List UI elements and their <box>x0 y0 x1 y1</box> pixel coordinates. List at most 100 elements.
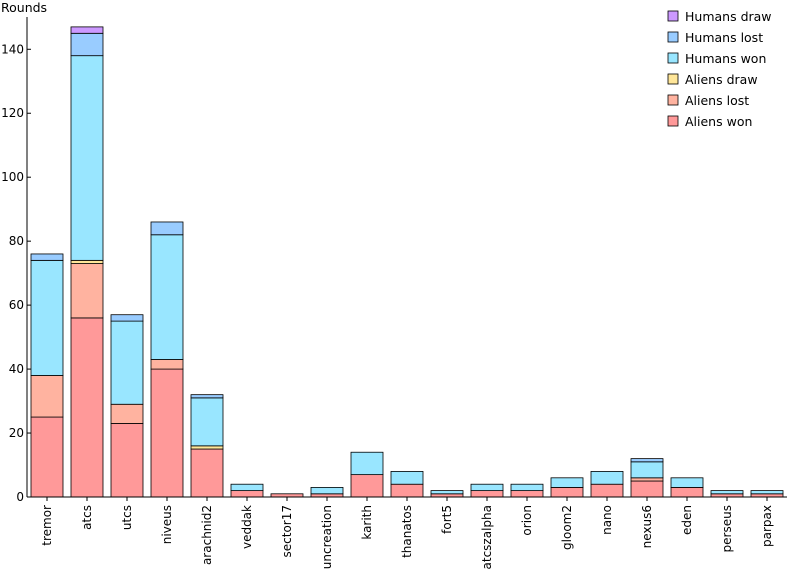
bar-segment-utcs-aliens-lost <box>110 403 144 424</box>
legend-swatch-aliens-won <box>667 115 679 127</box>
legend-swatch-humans-draw <box>667 10 679 22</box>
x-tick-label-perseus: perseus <box>720 505 734 552</box>
x-tick-label-tremor: tremor <box>40 505 54 546</box>
bar-stack-orion <box>510 483 544 498</box>
legend: Humans draw Humans lost Humans won Aliens d… <box>667 9 772 129</box>
x-tick-label-arachnid2: arachnid2 <box>200 505 214 565</box>
bar-segment-thanatos-aliens-won <box>390 483 424 498</box>
bar-segment-atcs-aliens-draw <box>70 259 104 264</box>
x-tick-label-atcszalpha: atcszalpha <box>480 505 494 569</box>
bar-segment-karith-humans-won <box>350 451 384 476</box>
legend-label-humans-draw: Humans draw <box>685 9 772 24</box>
y-axis-title: Rounds <box>1 0 47 15</box>
x-tick-label-uncreation: uncreation <box>320 505 334 569</box>
bar-segment-tremor-aliens-won <box>30 416 64 498</box>
bar-stack-uncreation <box>310 487 344 498</box>
bar-segment-thanatos-humans-won <box>390 471 424 485</box>
x-tick-label-utcs: utcs <box>120 505 134 530</box>
bar-segment-karith-aliens-won <box>350 474 384 498</box>
y-tick-label-40: 40 <box>9 362 24 376</box>
bar-stack-gloom2 <box>550 477 584 498</box>
bar-segment-nano-humans-won <box>590 471 624 485</box>
bar-segment-gloom2-aliens-won <box>550 487 584 498</box>
bar-stack-atcszalpha <box>470 483 504 498</box>
bar-stack-nexus6 <box>630 458 664 498</box>
y-tick-label-60: 60 <box>9 298 24 312</box>
y-tick-label-80: 80 <box>9 234 24 248</box>
bar-segment-atcszalpha-aliens-won <box>470 490 504 498</box>
bar-segment-fort5-humans-won <box>430 490 464 495</box>
bar-stack-utcs <box>110 314 144 498</box>
x-tick-label-fort5: fort5 <box>440 505 454 534</box>
bar-stack-karith <box>350 451 384 498</box>
legend-item-aliens-draw: Aliens draw <box>667 72 758 87</box>
y-tick-label-20: 20 <box>9 426 24 440</box>
bars-layer <box>30 26 784 498</box>
bar-segment-utcs-aliens-won <box>110 423 144 498</box>
bar-segment-niveus-aliens-won <box>150 368 184 498</box>
legend-label-humans-lost: Humans lost <box>685 30 763 45</box>
bar-stack-niveus <box>150 221 184 498</box>
bar-segment-nexus6-aliens-lost <box>630 477 664 482</box>
bar-stack-fort5 <box>430 490 464 498</box>
x-tick-label-sector17: sector17 <box>280 505 294 557</box>
legend-swatch-aliens-lost <box>667 94 679 106</box>
bar-segment-atcs-aliens-won <box>70 317 104 498</box>
bar-segment-arachnid2-aliens-draw <box>190 445 224 450</box>
x-tick-label-thanatos: thanatos <box>400 505 414 558</box>
y-tick-label-100: 100 <box>1 170 24 184</box>
bar-segment-nexus6-aliens-won <box>630 480 664 498</box>
x-tick-label-niveus: niveus <box>160 505 174 544</box>
legend-label-aliens-lost: Aliens lost <box>685 93 749 108</box>
legend-item-aliens-won: Aliens won <box>667 114 752 129</box>
bar-segment-atcs-humans-lost <box>70 32 104 57</box>
bar-segment-atcszalpha-humans-won <box>470 483 504 492</box>
bar-segment-eden-humans-won <box>670 477 704 488</box>
bar-segment-niveus-humans-won <box>150 234 184 360</box>
legend-label-aliens-won: Aliens won <box>685 114 752 129</box>
legend-swatch-aliens-draw <box>667 73 679 85</box>
bar-stack-eden <box>670 477 704 498</box>
x-tick-label-nano: nano <box>600 505 614 535</box>
x-tick-label-nexus6: nexus6 <box>640 505 654 548</box>
bar-segment-atcs-humans-won <box>70 55 104 261</box>
x-tick-label-atcs: atcs <box>80 505 94 530</box>
legend-swatch-humans-lost <box>667 31 679 43</box>
x-tick-label-eden: eden <box>680 505 694 535</box>
bar-segment-nexus6-humans-lost <box>630 458 664 463</box>
axes-layer: tremor atcs utcs niveus arachnid2 veddak secto… <box>1 0 787 569</box>
y-tick-label-140: 140 <box>1 42 24 56</box>
x-tick-label-gloom2: gloom2 <box>560 505 574 550</box>
bar-stack-parpax <box>750 490 784 498</box>
bar-segment-tremor-aliens-lost <box>30 375 64 418</box>
legend-item-humans-lost: Humans lost <box>667 30 763 45</box>
bar-segment-arachnid2-aliens-won <box>190 448 224 498</box>
bar-segment-orion-humans-won <box>510 483 544 492</box>
bar-segment-orion-aliens-won <box>510 490 544 498</box>
bar-segment-niveus-humans-lost <box>150 221 184 236</box>
bar-segment-nexus6-humans-won <box>630 461 664 479</box>
bar-segment-atcs-humans-draw <box>70 26 104 34</box>
x-tick-label-veddak: veddak <box>240 505 254 549</box>
bar-segment-nano-aliens-won <box>590 483 624 498</box>
bar-stack-atcs <box>70 26 104 498</box>
bar-segment-utcs-humans-lost <box>110 314 144 322</box>
bar-segment-utcs-humans-won <box>110 320 144 405</box>
bar-segment-tremor-humans-lost <box>30 253 64 261</box>
bar-segment-parpax-humans-won <box>750 490 784 495</box>
bar-segment-arachnid2-humans-won <box>190 397 224 447</box>
bar-segment-gloom2-humans-won <box>550 477 584 488</box>
bar-stack-veddak <box>230 483 264 498</box>
legend-label-aliens-draw: Aliens draw <box>685 72 758 87</box>
legend-swatch-humans-won <box>667 52 679 64</box>
bar-stack-tremor <box>30 253 64 498</box>
y-tick-label-120: 120 <box>1 106 24 120</box>
y-tick-label-0: 0 <box>16 490 24 504</box>
legend-item-aliens-lost: Aliens lost <box>667 93 749 108</box>
x-tick-label-orion: orion <box>520 505 534 536</box>
legend-item-humans-won: Humans won <box>667 51 766 66</box>
bar-segment-veddak-aliens-won <box>230 490 264 498</box>
bar-segment-uncreation-humans-won <box>310 487 344 495</box>
x-tick-label-karith: karith <box>360 505 374 540</box>
